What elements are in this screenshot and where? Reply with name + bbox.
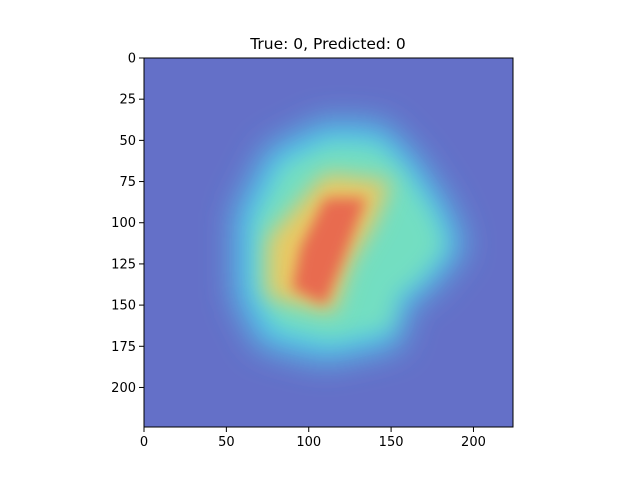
y-tick-label: 50 — [119, 134, 136, 149]
x-tick-label: 150 — [379, 435, 404, 450]
y-tick-label: 150 — [111, 299, 136, 314]
heatmap-overlay — [234, 120, 466, 363]
plot-frame — [143, 57, 514, 428]
x-tick-label: 100 — [296, 435, 321, 450]
y-tick-label: 125 — [111, 257, 136, 272]
plot-area — [144, 58, 513, 427]
y-axis: 0 25 50 75 100 125 150 175 200 — [111, 52, 144, 396]
x-axis: 0 50 100 150 200 — [140, 427, 486, 450]
y-tick-label: 200 — [111, 381, 136, 396]
chart-title: True: 0, Predicted: 0 — [249, 35, 406, 53]
y-tick-label: 100 — [111, 216, 136, 231]
x-tick-label: 200 — [461, 435, 486, 450]
y-tick-label: 25 — [119, 93, 136, 108]
y-tick-label: 0 — [128, 52, 136, 67]
x-tick-label: 0 — [140, 435, 148, 450]
heat-core — [292, 198, 367, 306]
y-tick-label: 175 — [111, 340, 136, 355]
x-tick-label: 50 — [218, 435, 235, 450]
y-tick-label: 75 — [119, 175, 136, 190]
